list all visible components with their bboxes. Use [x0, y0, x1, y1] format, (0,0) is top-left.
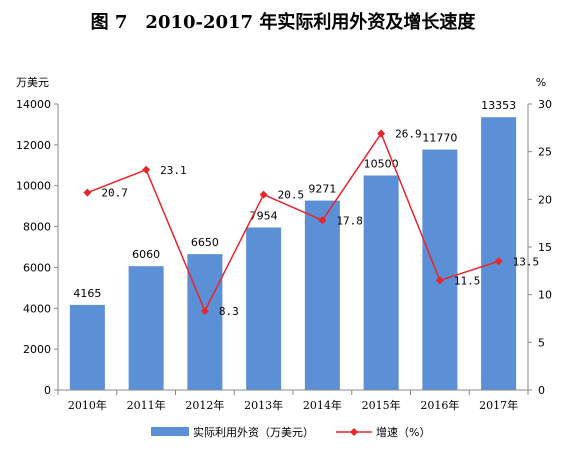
bar-label: 11770	[422, 132, 457, 145]
line-series: 20.7 23.1 8.3 20.5 17.8 26.9 11.5 13.5	[83, 128, 539, 318]
y-right-tick-label: 10	[538, 289, 552, 302]
y-left-tick-label: 4000	[23, 302, 51, 315]
growth-label: 26.9	[395, 128, 422, 141]
legend-bar-swatch	[151, 427, 189, 436]
growth-label: 23.1	[160, 164, 187, 177]
x-tick-label: 2016年	[420, 398, 459, 412]
growth-point-2014年	[318, 216, 327, 225]
growth-point-2012年	[200, 306, 209, 315]
bar-2011年	[128, 266, 164, 390]
y-left-tick-label: 8000	[23, 221, 51, 234]
growth-label: 20.7	[101, 187, 128, 200]
y-left-tick-label: 2000	[23, 343, 51, 356]
growth-label: 11.5	[454, 274, 481, 287]
growth-point-2015年	[377, 129, 386, 138]
x-tick-label: 2010年	[68, 398, 107, 412]
legend-bar-label: 实际利用外资（万美元）	[193, 425, 314, 439]
y-right-tick-label: 30	[538, 98, 552, 111]
y-right-tick-label: 25	[538, 146, 552, 159]
bar-series: 4165 6060 6650 7954 9271 10500 11770 13353	[69, 99, 517, 390]
x-tick-label: 2011年	[127, 398, 166, 412]
y-right-tick-label: 20	[538, 193, 552, 206]
chart-title: 图 7 2010-2017 年实际利用外资及增长速度	[90, 12, 476, 33]
growth-line	[87, 131, 499, 313]
bar-2015年	[363, 175, 399, 390]
growth-label: 17.8	[336, 214, 363, 227]
y-right-tick-label: 15	[538, 241, 552, 254]
y-right-tick-label: 5	[538, 336, 545, 349]
legend: 实际利用外资（万美元） 增速（%）	[151, 425, 430, 439]
x-tick-label: 2015年	[362, 398, 401, 412]
x-tick-label: 2014年	[303, 398, 342, 412]
growth-label: 13.5	[513, 255, 540, 268]
bar-2012年	[187, 254, 223, 390]
growth-label: 20.5	[278, 189, 305, 202]
growth-point-2011年	[142, 165, 151, 174]
x-tick-label: 2017年	[479, 398, 518, 412]
bar-label: 13353	[481, 99, 516, 112]
bar-2017年	[481, 117, 517, 390]
y-left-axis-label: 万美元	[16, 76, 49, 89]
bar-label: 7954	[250, 210, 278, 223]
y-left-tick-label: 14000	[16, 98, 51, 111]
bar-2010年	[69, 304, 105, 390]
growth-point-2017年	[494, 257, 503, 266]
x-tick-label: 2012年	[185, 398, 224, 412]
bar-label: 9271	[308, 183, 336, 196]
legend-line-label: 增速（%）	[376, 425, 430, 439]
y-left-tick-label: 10000	[16, 180, 51, 193]
y-right-axis-label: %	[536, 76, 546, 89]
growth-point-2016年	[435, 276, 444, 285]
y-left-tick-label: 6000	[23, 261, 51, 274]
growth-point-2013年	[259, 190, 268, 199]
bar-label: 10500	[364, 158, 399, 171]
axes: 0200040006000800010000120001400005101520…	[16, 76, 552, 412]
bar-2016年	[422, 149, 458, 390]
x-tick-label: 2013年	[244, 398, 283, 412]
bar-label: 4165	[73, 287, 101, 300]
growth-point-2010年	[83, 188, 92, 197]
growth-label: 8.3	[219, 305, 239, 318]
bar-label: 6650	[191, 236, 219, 249]
y-right-tick-label: 0	[538, 384, 545, 397]
bar-label: 6060	[132, 248, 160, 261]
legend-line-marker	[350, 428, 358, 436]
y-left-tick-label: 12000	[16, 139, 51, 152]
y-left-tick-label: 0	[44, 384, 51, 397]
bar-2014年	[304, 200, 340, 390]
bar-2013年	[246, 227, 282, 390]
